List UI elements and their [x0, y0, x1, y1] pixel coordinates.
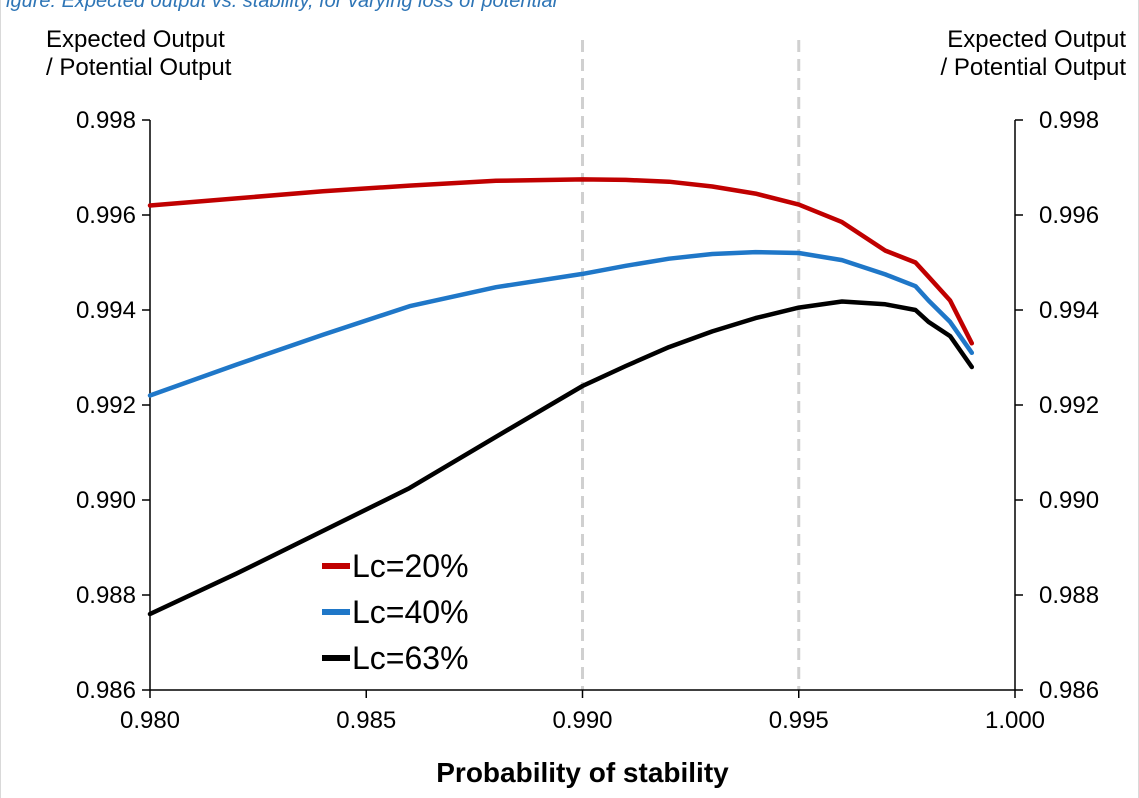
y-tick-label-right: 0.996	[1039, 202, 1099, 229]
right-axis-title-line-2: / Potential Output	[941, 54, 1127, 81]
y-tick-label-right: 0.988	[1039, 582, 1099, 609]
y-tick-label-left: 0.988	[76, 582, 136, 609]
axes: 0.986 0.986 0.988 0.988 0.990 0.990 0.992 0.992…	[76, 107, 1099, 734]
series-line-3	[147, 299, 975, 617]
x-tick-label: 1.000	[985, 707, 1045, 734]
legend: Lc=20% Lc=40% Lc=63%	[322, 548, 469, 676]
figure-left-border	[0, 0, 1, 798]
x-axis-title: Probability of stability	[436, 757, 729, 788]
y-tick-label-right: 0.998	[1039, 107, 1099, 134]
figure-caption-fragment: igure: Expected output vs. stability, fo…	[6, 0, 558, 12]
y-tick-label-left: 0.986	[76, 677, 136, 704]
left-axis-title-line-2: / Potential Output	[46, 54, 232, 81]
y-tick-label-left: 0.992	[76, 392, 136, 419]
legend-label-2: Lc=40%	[352, 594, 469, 630]
series-line-1	[147, 177, 975, 346]
left-axis-title-line-1: Expected Output	[46, 26, 225, 53]
y-tick-label-left: 0.994	[76, 297, 136, 324]
x-tick-label: 0.995	[769, 707, 829, 734]
y-tick-label-left: 0.996	[76, 202, 136, 229]
series-layer	[147, 177, 975, 617]
y-tick-label-right: 0.992	[1039, 392, 1099, 419]
y-tick-label-left: 0.998	[76, 107, 136, 134]
series-line-2	[147, 249, 975, 398]
reference-lines	[581, 40, 801, 690]
y-tick-label-right: 0.986	[1039, 677, 1099, 704]
y-tick-label-right: 0.990	[1039, 487, 1099, 514]
legend-label-3: Lc=63%	[352, 640, 469, 676]
x-tick-label: 0.990	[552, 707, 612, 734]
y-tick-label-left: 0.990	[76, 487, 136, 514]
axis-titles: Expected Output/ Potential OutputExpecte…	[46, 26, 1126, 788]
x-tick-label: 0.985	[336, 707, 396, 734]
right-axis-title-line-1: Expected Output	[947, 26, 1126, 53]
x-tick-label: 0.980	[120, 707, 180, 734]
legend-label-1: Lc=20%	[352, 548, 469, 584]
y-tick-label-right: 0.994	[1039, 297, 1099, 324]
